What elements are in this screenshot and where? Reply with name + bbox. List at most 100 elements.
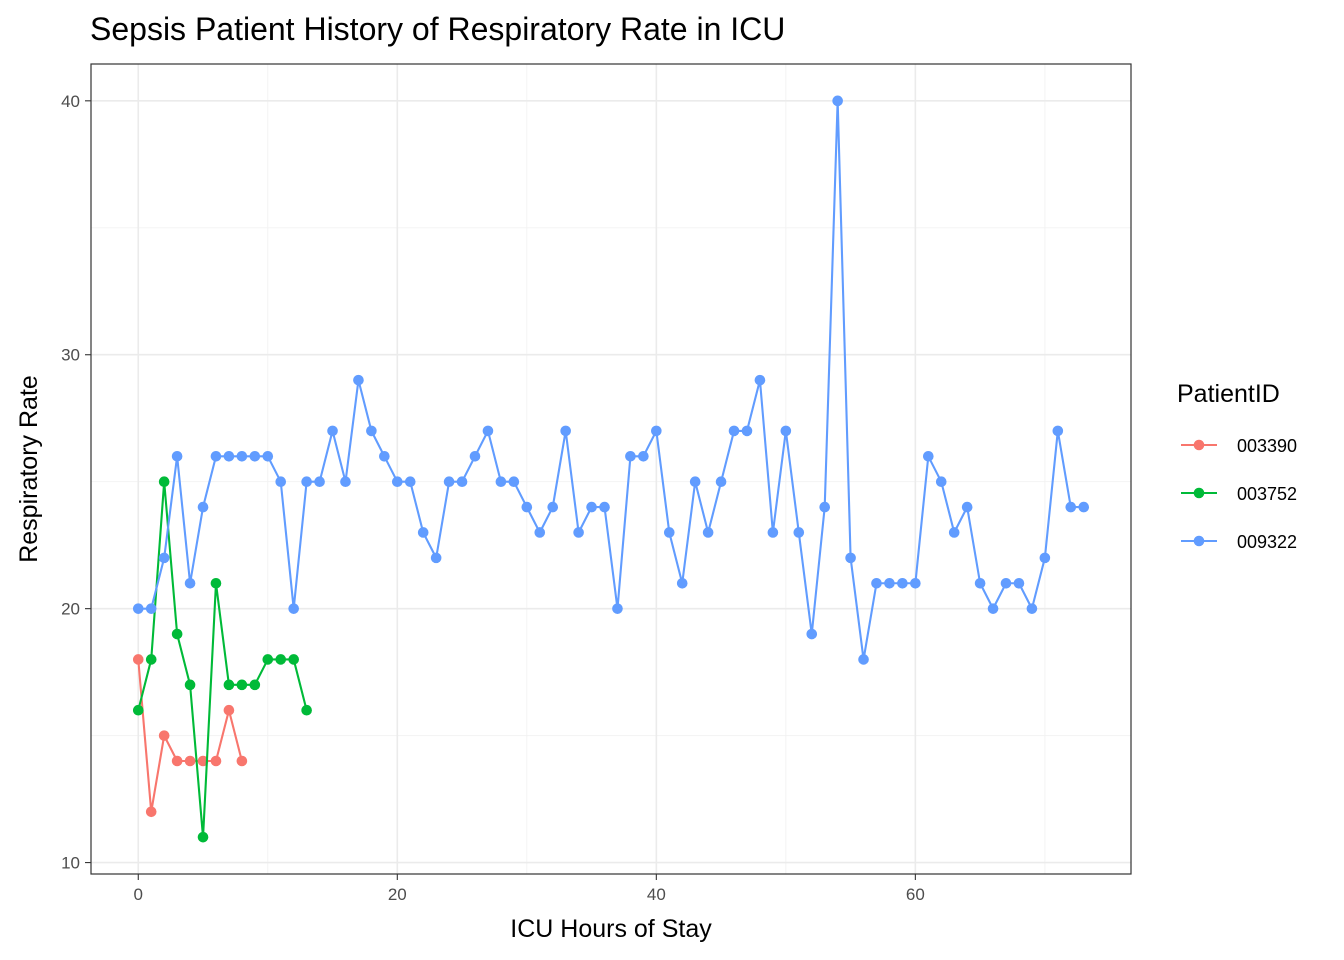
data-point: [832, 95, 843, 107]
data-point: [845, 552, 856, 564]
x-tick-label: 40: [647, 885, 666, 904]
series-layer: [132, 95, 1090, 843]
data-point: [145, 806, 157, 818]
data-point: [793, 527, 805, 538]
data-point: [275, 476, 287, 487]
series-line: [138, 99, 1084, 661]
legend-point-key: [1193, 439, 1205, 451]
legend-title: PatientID: [1177, 380, 1280, 408]
data-point: [728, 425, 740, 437]
data-point: [262, 451, 274, 462]
data-point: [197, 501, 209, 513]
chart-title: Sepsis Patient History of Respiratory Ra…: [90, 11, 785, 47]
data-point: [534, 527, 546, 538]
data-point: [521, 501, 533, 513]
x-tick-label: 60: [906, 885, 925, 904]
data-point: [392, 476, 403, 487]
data-point: [469, 451, 481, 462]
data-point: [236, 451, 248, 462]
legend-label: 003752: [1237, 484, 1297, 504]
data-point: [184, 577, 196, 589]
legend-point-key: [1193, 535, 1205, 547]
data-point: [288, 654, 299, 665]
data-point: [430, 552, 442, 564]
major-grid: [91, 64, 1131, 874]
y-tick-label: 40: [61, 92, 80, 111]
data-point: [1039, 552, 1051, 564]
data-point: [689, 476, 701, 487]
series-003752: [132, 476, 312, 843]
data-point: [1078, 501, 1090, 513]
data-point: [132, 654, 144, 665]
data-point: [897, 577, 908, 589]
data-point: [249, 679, 261, 691]
legend-items: 003390 003752 009322: [1181, 436, 1297, 552]
data-point: [1026, 603, 1038, 614]
x-axis-title: ICU Hours of Stay: [510, 915, 712, 943]
data-point: [1013, 577, 1025, 589]
panel-border: [90, 63, 1132, 875]
data-point: [210, 577, 222, 589]
data-point: [158, 552, 170, 564]
data-point: [132, 603, 144, 614]
data-point: [236, 679, 248, 691]
data-point: [651, 425, 662, 437]
data-point: [197, 831, 209, 843]
data-point: [948, 527, 960, 538]
legend-item: 003752: [1181, 484, 1297, 504]
legend-item: 003390: [1181, 436, 1297, 456]
data-point: [366, 425, 377, 437]
data-point: [145, 603, 157, 614]
data-point: [987, 603, 999, 614]
data-point: [961, 501, 973, 513]
data-point: [625, 451, 636, 462]
data-point: [249, 451, 261, 462]
x-tick-label: 20: [388, 885, 407, 904]
data-point: [314, 476, 325, 487]
data-point: [301, 476, 312, 487]
y-axis: 10 20 30 40: [61, 92, 91, 873]
data-point: [547, 501, 559, 513]
data-point: [871, 577, 882, 589]
data-point: [715, 476, 727, 487]
data-point: [301, 704, 312, 716]
data-point: [482, 425, 494, 437]
data-point: [171, 628, 183, 640]
data-point: [910, 577, 921, 589]
data-point: [974, 577, 986, 589]
legend-point-key: [1193, 487, 1205, 499]
x-axis: 0 20 40 60: [134, 874, 925, 904]
data-point: [327, 425, 338, 437]
data-point: [262, 654, 274, 665]
data-point: [663, 527, 675, 538]
data-point: [404, 476, 416, 487]
data-point: [340, 476, 351, 487]
data-point: [741, 425, 753, 437]
data-point: [586, 501, 597, 513]
data-point: [573, 527, 584, 538]
data-point: [676, 577, 688, 589]
data-point: [1000, 577, 1012, 589]
y-tick-label: 20: [61, 600, 80, 619]
legend-label: 003390: [1237, 436, 1297, 456]
data-point: [223, 679, 235, 691]
legend-label: 009322: [1237, 532, 1297, 552]
minor-grid: [91, 64, 1131, 874]
data-point: [923, 451, 934, 462]
data-point: [599, 501, 610, 513]
data-point: [379, 451, 390, 462]
data-point: [158, 476, 170, 487]
data-point: [353, 374, 364, 386]
data-point: [145, 654, 157, 665]
data-point: [171, 451, 183, 462]
data-point: [184, 679, 196, 691]
data-point: [767, 527, 779, 538]
data-point: [560, 425, 571, 437]
y-tick-label: 10: [61, 854, 80, 873]
y-axis-title: Respiratory Rate: [15, 375, 43, 563]
data-point: [1052, 425, 1064, 437]
data-point: [612, 603, 623, 614]
data-point: [754, 374, 766, 386]
x-tick-label: 0: [134, 885, 143, 904]
